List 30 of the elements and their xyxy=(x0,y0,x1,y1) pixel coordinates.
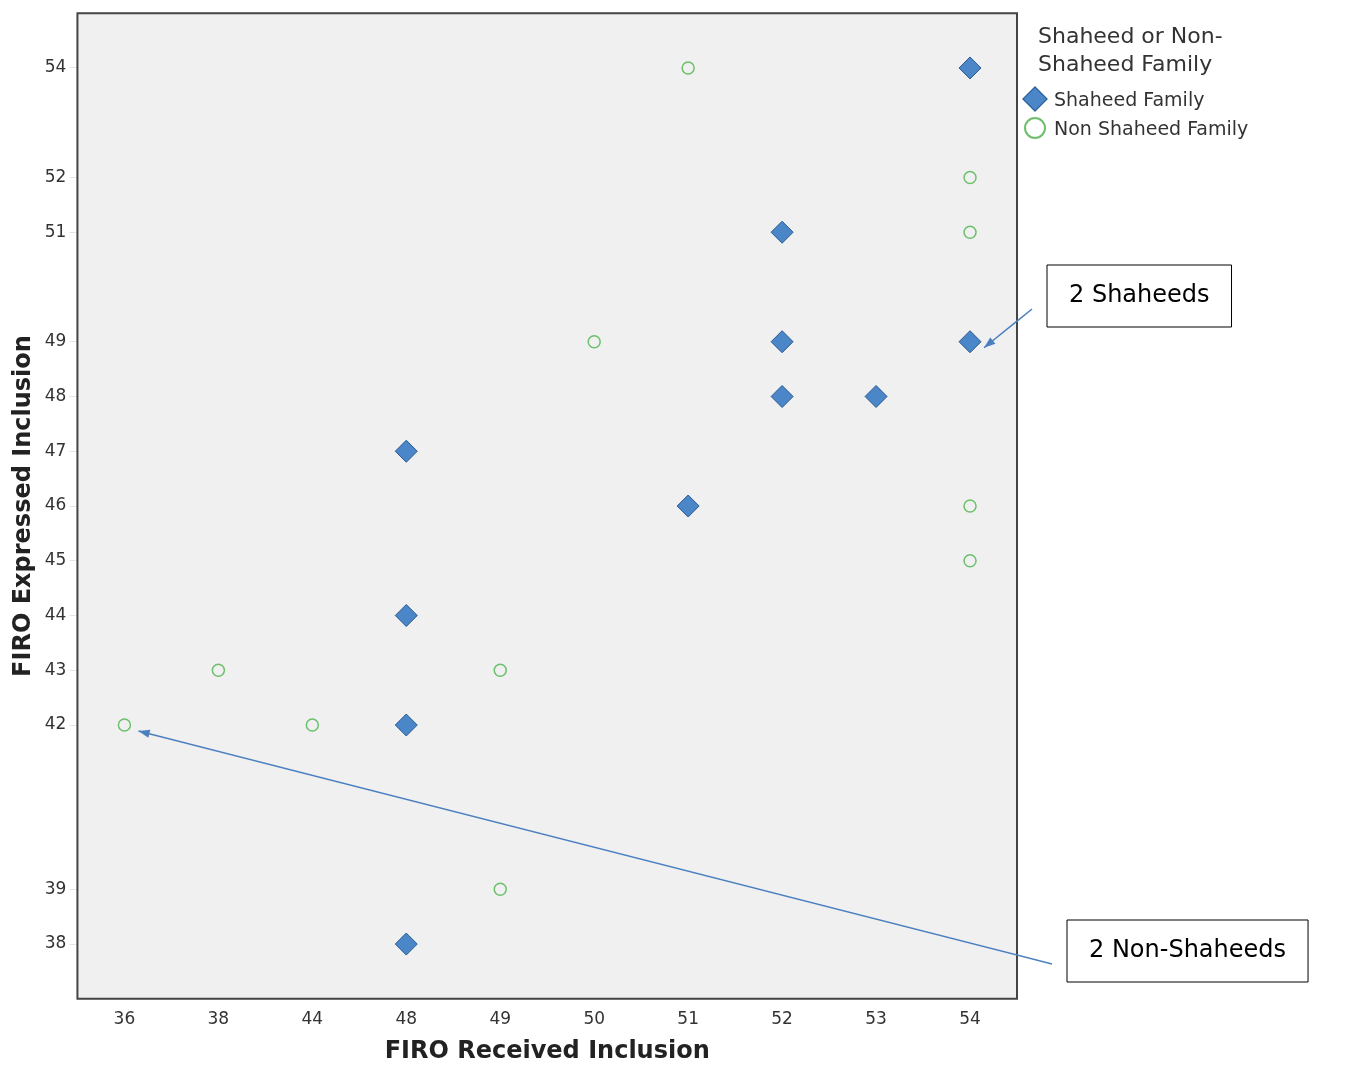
x-tick-label: 53 xyxy=(865,1008,887,1029)
y-tick-label: 54 xyxy=(44,56,67,77)
y-tick-label: 43 xyxy=(44,658,67,679)
y-tick-label: 49 xyxy=(44,330,67,351)
y-tick-label: 48 xyxy=(44,384,67,405)
y-tick-label: 39 xyxy=(44,877,67,898)
legend-label: Non Shaheed Family xyxy=(1054,116,1249,139)
y-tick-label: 46 xyxy=(44,494,67,515)
x-tick-label: 44 xyxy=(301,1008,324,1029)
text: 2 Non-Shaheeds xyxy=(1089,935,1287,964)
y-tick-label: 52 xyxy=(44,165,67,186)
x-tick-label: 52 xyxy=(771,1008,793,1029)
y-tick-label: 47 xyxy=(44,439,67,460)
x-tick-label: 51 xyxy=(677,1008,699,1029)
y-tick-label: 45 xyxy=(44,549,67,570)
x-tick-label: 49 xyxy=(489,1008,512,1029)
y-axis-title: FIRO Expressed Inclusion xyxy=(7,335,36,677)
legend-label: Shaheed Family xyxy=(1054,87,1205,110)
x-tick-label: 54 xyxy=(959,1008,981,1029)
legend-title: Shaheed or Non-Shaheed Family xyxy=(1038,22,1224,78)
y-tick-label: 42 xyxy=(44,713,67,734)
y-tick-label: 51 xyxy=(44,220,67,241)
x-tick-label: 48 xyxy=(395,1008,418,1029)
x-tick-label: 36 xyxy=(113,1008,136,1029)
x-tick-label: 38 xyxy=(207,1008,230,1029)
y-tick-label: 44 xyxy=(44,603,67,624)
x-tick-label: 50 xyxy=(583,1008,606,1029)
y-tick-label: 38 xyxy=(44,932,67,953)
x-axis-title: FIRO Received Inclusion xyxy=(384,1035,710,1064)
text: 2 Shaheeds xyxy=(1069,280,1210,309)
